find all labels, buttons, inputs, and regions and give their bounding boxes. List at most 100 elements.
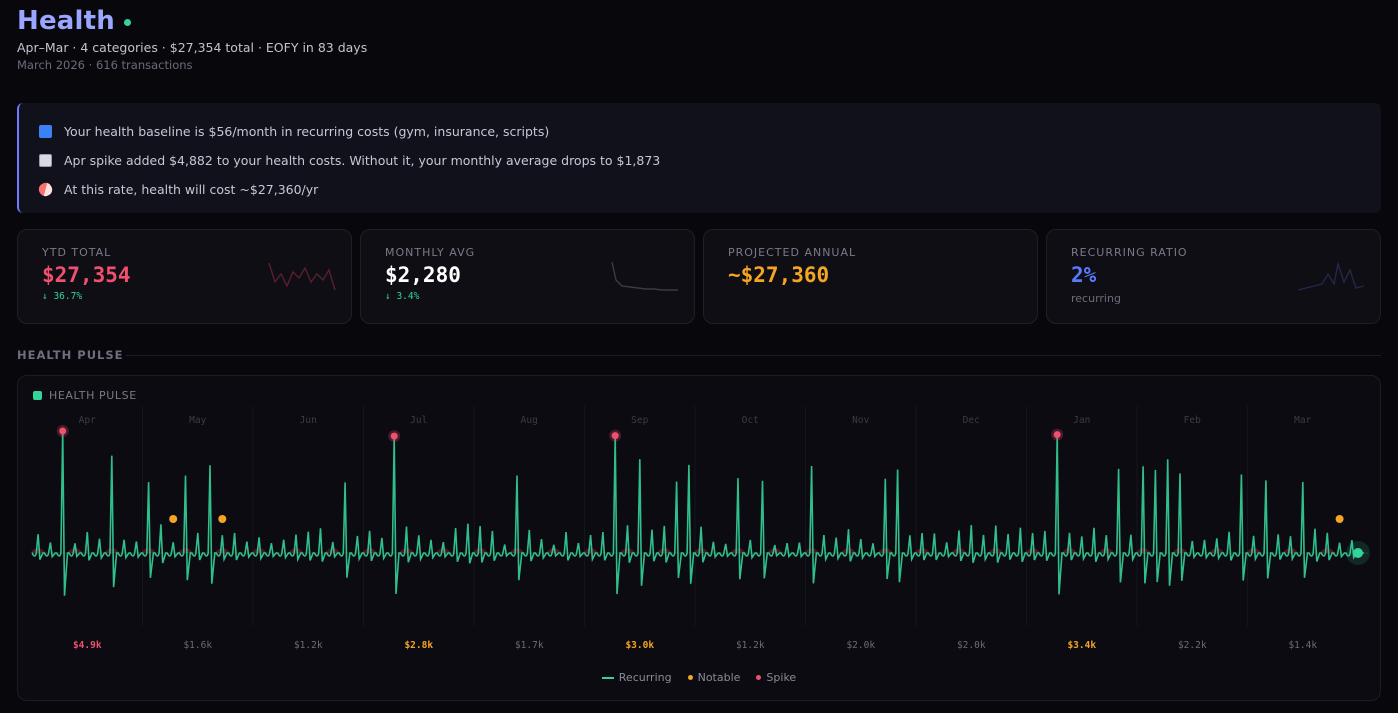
sparkline — [1297, 261, 1365, 291]
chart-label-icon — [33, 391, 42, 400]
legend-item-notable[interactable]: Notable — [687, 671, 741, 684]
spike-fill — [766, 548, 783, 553]
spike-fill — [435, 548, 452, 553]
month-label: Apr — [79, 415, 96, 426]
spike-fill — [30, 548, 47, 553]
spike-fill — [508, 548, 525, 553]
chart-title: HEALTH PULSE — [49, 389, 137, 402]
legend-dot-icon — [687, 675, 693, 680]
spike-fill — [1135, 548, 1152, 553]
spike-marker — [611, 432, 619, 440]
spike-fill — [1245, 548, 1262, 553]
month-total: $3.0k — [625, 640, 654, 651]
card-monthly-avg[interactable]: MONTHLY AVG $2,280 ↓ 3.4% — [360, 229, 695, 324]
spike-fill — [582, 548, 599, 553]
spike-fill — [840, 548, 857, 553]
notable-marker — [1335, 515, 1344, 523]
spike-fill — [693, 548, 710, 553]
spike-fill — [324, 548, 341, 553]
status-dot — [124, 18, 131, 26]
spike-fill — [140, 548, 157, 553]
spike-fill — [987, 548, 1004, 553]
card-label: PROJECTED ANNUAL — [728, 246, 857, 259]
card-delta: ↓ 36.7% — [42, 291, 83, 302]
spike-fill — [619, 548, 636, 553]
month-label: Nov — [852, 415, 869, 426]
spike-fill — [656, 548, 673, 553]
notable-marker — [218, 515, 227, 523]
card-sub: recurring — [1071, 292, 1121, 305]
month-label: Mar — [1294, 415, 1311, 426]
spike-fill — [361, 548, 378, 553]
month-total: $4.9k — [73, 640, 102, 651]
section-title: HEALTH PULSE — [17, 348, 124, 362]
pulse-line — [31, 430, 1364, 596]
month-total: $1.2k — [736, 640, 765, 651]
month-total: $2.0k — [957, 640, 986, 651]
legend-item-recurring[interactable]: Recurring — [601, 671, 672, 684]
month-label: Sep — [631, 415, 648, 426]
spike-fill — [177, 548, 194, 553]
page-subtitle: Apr–Mar · 4 categories · $27,354 total ·… — [17, 40, 368, 55]
spike-fill — [1024, 548, 1041, 553]
insight-text: Apr spike added $4,882 to your health co… — [64, 153, 661, 168]
card-projected-annual[interactable]: PROJECTED ANNUAL ~$27,360 — [703, 229, 1038, 324]
card-value: $27,354 — [42, 263, 131, 287]
spike-fill — [66, 548, 83, 553]
insights-panel: Your health baseline is $56/month in rec… — [17, 103, 1381, 213]
month-total: $1.4k — [1288, 640, 1317, 651]
spike-fill — [103, 548, 120, 553]
spike-fill — [251, 548, 268, 553]
spike-fill — [803, 548, 820, 553]
spike-fill — [1061, 548, 1078, 553]
month-total: $2.0k — [846, 640, 875, 651]
insight-item: Apr spike added $4,882 to your health co… — [39, 146, 1381, 175]
spike-fill — [545, 548, 562, 553]
month-label: Jun — [300, 415, 317, 426]
spike-fill — [287, 548, 304, 553]
month-total: $2.8k — [404, 640, 433, 651]
page-header: Health Apr–Mar · 4 categories · $27,354 … — [17, 6, 367, 72]
section-divider — [126, 355, 1381, 356]
pulse-svg[interactable]: Apr $4.9k May $1.6k Jun $1.2k Jul $2.8k Aug $1.7k… — [18, 376, 1382, 702]
spike-marker — [1053, 431, 1061, 439]
health-pulse-chart[interactable]: Apr $4.9k May $1.6k Jun $1.2k Jul $2.8k Aug $1.7k… — [17, 375, 1381, 701]
spike-marker — [390, 432, 398, 440]
insight-item: At this rate, health will cost ~$27,360/… — [36, 175, 1381, 204]
month-label: Jul — [410, 415, 427, 426]
spike-fill — [214, 548, 231, 553]
chart-label: HEALTH PULSE — [33, 389, 137, 402]
card-value: $2,280 — [385, 263, 461, 287]
month-label: Aug — [521, 415, 538, 426]
card-recurring-ratio[interactable]: RECURRING RATIO 2% recurring — [1046, 229, 1381, 324]
spike-fill — [914, 548, 931, 553]
chart-up-icon — [39, 154, 52, 167]
legend-item-spike[interactable]: Spike — [756, 671, 796, 684]
month-total: $1.2k — [294, 640, 323, 651]
spike-fill — [877, 548, 894, 553]
legend-dot-icon — [756, 675, 762, 680]
spike-marker — [59, 427, 67, 435]
month-label: May — [189, 415, 206, 426]
refresh-icon — [39, 125, 52, 138]
month-total: $1.6k — [183, 640, 212, 651]
legend-label: Spike — [766, 671, 797, 684]
month-label: Oct — [742, 415, 759, 426]
page-title: Health — [17, 6, 115, 36]
card-ytd-total[interactable]: YTD TOTAL $27,354 ↓ 36.7% — [17, 229, 352, 324]
month-total: $2.2k — [1178, 640, 1207, 651]
spike-fill — [1319, 548, 1336, 553]
month-label: Dec — [963, 415, 980, 426]
legend-line-icon — [601, 676, 614, 679]
spike-fill — [1208, 548, 1225, 553]
month-total: $1.7k — [515, 640, 544, 651]
chart-legend: Recurring Notable Spike — [18, 671, 1380, 684]
end-dot — [1353, 548, 1363, 558]
spike-fill — [950, 548, 967, 553]
sparkline — [268, 262, 336, 291]
month-total: $3.4k — [1067, 640, 1096, 651]
pill-icon — [36, 180, 55, 199]
legend-label: Notable — [697, 671, 741, 684]
spike-fill — [472, 548, 489, 553]
card-label: YTD TOTAL — [42, 246, 112, 259]
